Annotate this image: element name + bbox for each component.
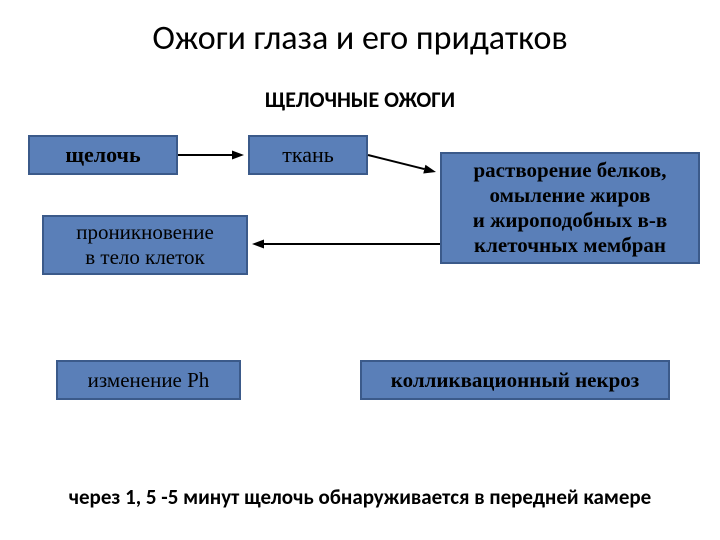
footer-text: через 1, 5 -5 минут щелочь обнаруживаетс… [0, 484, 720, 510]
node-tissue: ткань [248, 135, 368, 175]
node-alkali-label: щелочь [65, 142, 140, 168]
node-dissolve-label: растворение белков, омыление жиров и жир… [473, 158, 667, 257]
node-necrosis-label: колликвационный некроз [391, 368, 639, 393]
node-penetr-label: проникновение в тело клеток [76, 220, 214, 270]
node-phchange-label: изменение Ph [88, 368, 210, 393]
page-subtitle: ЩЕЛОЧНЫЕ ОЖОГИ [0, 86, 720, 113]
node-phchange: изменение Ph [56, 360, 241, 400]
page-title: Ожоги глаза и его придатков [0, 18, 720, 59]
node-tissue-label: ткань [282, 142, 334, 168]
node-necrosis: колликвационный некроз [360, 360, 670, 400]
node-alkali: щелочь [28, 135, 178, 175]
node-dissolve: растворение белков, омыление жиров и жир… [440, 152, 700, 264]
node-penetr: проникновение в тело клеток [42, 215, 248, 275]
